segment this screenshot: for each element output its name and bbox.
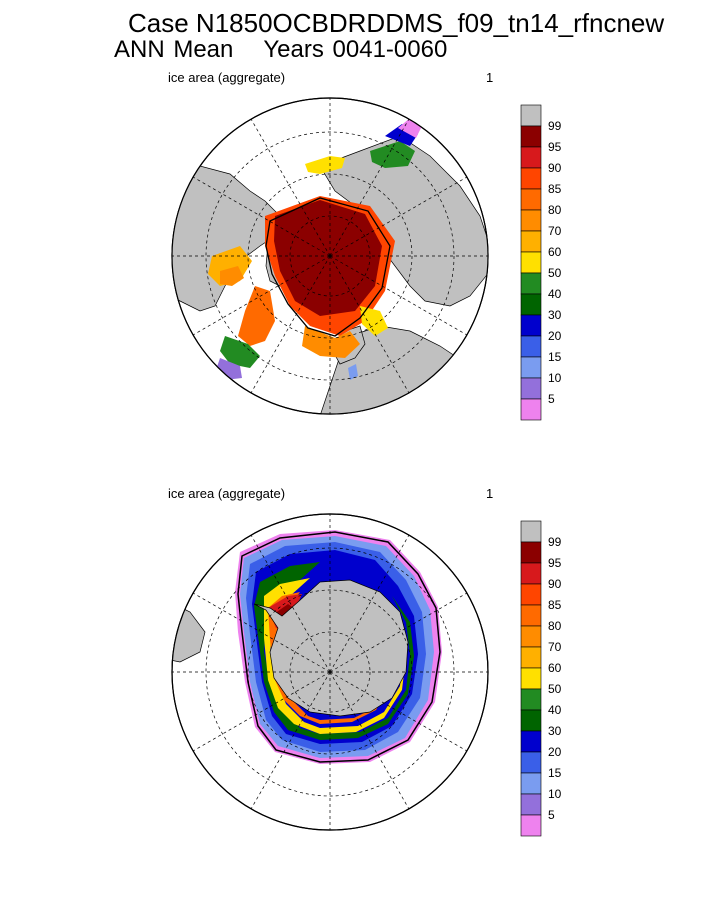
colorbar-box bbox=[520, 251, 542, 274]
colorbar-tick-label: 15 bbox=[548, 350, 562, 364]
colorbar-box bbox=[520, 583, 542, 606]
nh-ice-greenland-east bbox=[302, 326, 360, 358]
colorbar-box bbox=[520, 356, 542, 379]
nh-ice-baltic bbox=[348, 364, 358, 380]
colorbar-box bbox=[520, 730, 542, 753]
colorbar-box bbox=[520, 520, 542, 543]
season-label: ANN Mean bbox=[114, 36, 234, 63]
colorbar-tick-label: 99 bbox=[548, 535, 562, 549]
colorbar-box bbox=[520, 335, 542, 358]
colorbar-tick-label: 40 bbox=[548, 287, 562, 301]
sh-ice-band-50 bbox=[264, 578, 406, 734]
colorbar-box bbox=[520, 625, 542, 648]
nh-ice-pacific-fringe bbox=[305, 156, 345, 174]
colorbar-box bbox=[520, 272, 542, 295]
sh-panel: ice area (aggregate) 1 bbox=[0, 486, 722, 906]
colorbar-tick-label: 60 bbox=[548, 245, 562, 259]
plot-subtitle: ANN Mean Years 0041-0060 bbox=[114, 36, 447, 64]
nh-field-label: ice area (aggregate) bbox=[168, 70, 286, 85]
colorbar-box bbox=[520, 167, 542, 190]
colorbar-tick-label: 80 bbox=[548, 619, 562, 633]
colorbar-box bbox=[520, 709, 542, 732]
nh-ice-edge-contour bbox=[265, 197, 391, 337]
colorbar-tick-label: 10 bbox=[548, 787, 562, 801]
colorbar-box bbox=[520, 751, 542, 774]
colorbar-box bbox=[520, 688, 542, 711]
sh-field-label: ice area (aggregate) bbox=[168, 486, 286, 501]
colorbar-tick-label: 20 bbox=[548, 745, 562, 759]
nh-map bbox=[171, 97, 489, 415]
colorbar-box bbox=[520, 646, 542, 669]
colorbar-tick-label: 15 bbox=[548, 766, 562, 780]
nh-ice-core bbox=[274, 200, 382, 316]
colorbar-tick-label: 30 bbox=[548, 308, 562, 322]
nh-ice-hudson-edge bbox=[220, 266, 244, 286]
sh-colorbar: 99 95 90 85 80 70 60 50 40 30 20 15 10 5 bbox=[520, 520, 562, 837]
colorbar-tick-label: 50 bbox=[548, 266, 562, 280]
colorbar-box bbox=[520, 104, 542, 127]
nh-colorbar: 99 95 90 85 80 70 60 50 40 30 20 15 10 5 bbox=[520, 104, 562, 421]
colorbar-tick-label: 90 bbox=[548, 161, 562, 175]
colorbar-tick-label: 10 bbox=[548, 371, 562, 385]
colorbar-box bbox=[520, 793, 542, 816]
colorbar-box bbox=[520, 772, 542, 795]
colorbar-box bbox=[520, 314, 542, 337]
nh-ice-labrador bbox=[220, 336, 260, 368]
colorbar-tick-label: 85 bbox=[548, 182, 562, 196]
nh-land-north-america bbox=[172, 165, 281, 312]
colorbar-box bbox=[520, 562, 542, 585]
nh-ice-bering bbox=[370, 141, 415, 168]
nh-ice-barents bbox=[360, 306, 388, 336]
colorbar-box bbox=[520, 125, 542, 148]
plot-title: Case N1850OCBDRDDMS_f09_tn14_rfncnew bbox=[128, 8, 665, 38]
colorbar-tick-label: 70 bbox=[548, 224, 562, 238]
colorbar-box bbox=[520, 377, 542, 400]
colorbar-tick-label: 20 bbox=[548, 329, 562, 343]
colorbar-box bbox=[520, 188, 542, 211]
sh-map bbox=[171, 513, 489, 831]
sh-right-label: 1 bbox=[486, 486, 494, 501]
colorbar-tick-label: 30 bbox=[548, 724, 562, 738]
nh-right-label: 1 bbox=[486, 70, 494, 85]
colorbar-tick-label: 95 bbox=[548, 140, 562, 154]
colorbar-box bbox=[520, 814, 542, 837]
colorbar-box bbox=[520, 146, 542, 169]
colorbar-box bbox=[520, 293, 542, 316]
nh-panel: ice area (aggregate) 1 bbox=[0, 70, 722, 490]
colorbar-tick-label: 80 bbox=[548, 203, 562, 217]
colorbar-tick-label: 85 bbox=[548, 598, 562, 612]
colorbar-tick-label: 5 bbox=[548, 392, 555, 406]
sh-ice-edge-contour bbox=[237, 531, 441, 763]
colorbar-tick-label: 50 bbox=[548, 682, 562, 696]
colorbar-box bbox=[520, 230, 542, 253]
colorbar-box bbox=[520, 541, 542, 564]
colorbar-tick-label: 70 bbox=[548, 640, 562, 654]
colorbar-tick-label: 99 bbox=[548, 119, 562, 133]
sh-ice-band-40 bbox=[254, 562, 414, 740]
colorbar-tick-label: 90 bbox=[548, 577, 562, 591]
colorbar-box bbox=[520, 209, 542, 232]
years-label: Years 0041-0060 bbox=[263, 36, 448, 63]
nh-ice-baffin bbox=[238, 286, 275, 346]
colorbar-box bbox=[520, 604, 542, 627]
colorbar-tick-label: 40 bbox=[548, 703, 562, 717]
colorbar-box bbox=[520, 398, 542, 421]
colorbar-tick-label: 95 bbox=[548, 556, 562, 570]
colorbar-tick-label: 60 bbox=[548, 661, 562, 675]
colorbar-box bbox=[520, 667, 542, 690]
sh-land-antarctica bbox=[253, 579, 409, 717]
colorbar-tick-label: 5 bbox=[548, 808, 555, 822]
